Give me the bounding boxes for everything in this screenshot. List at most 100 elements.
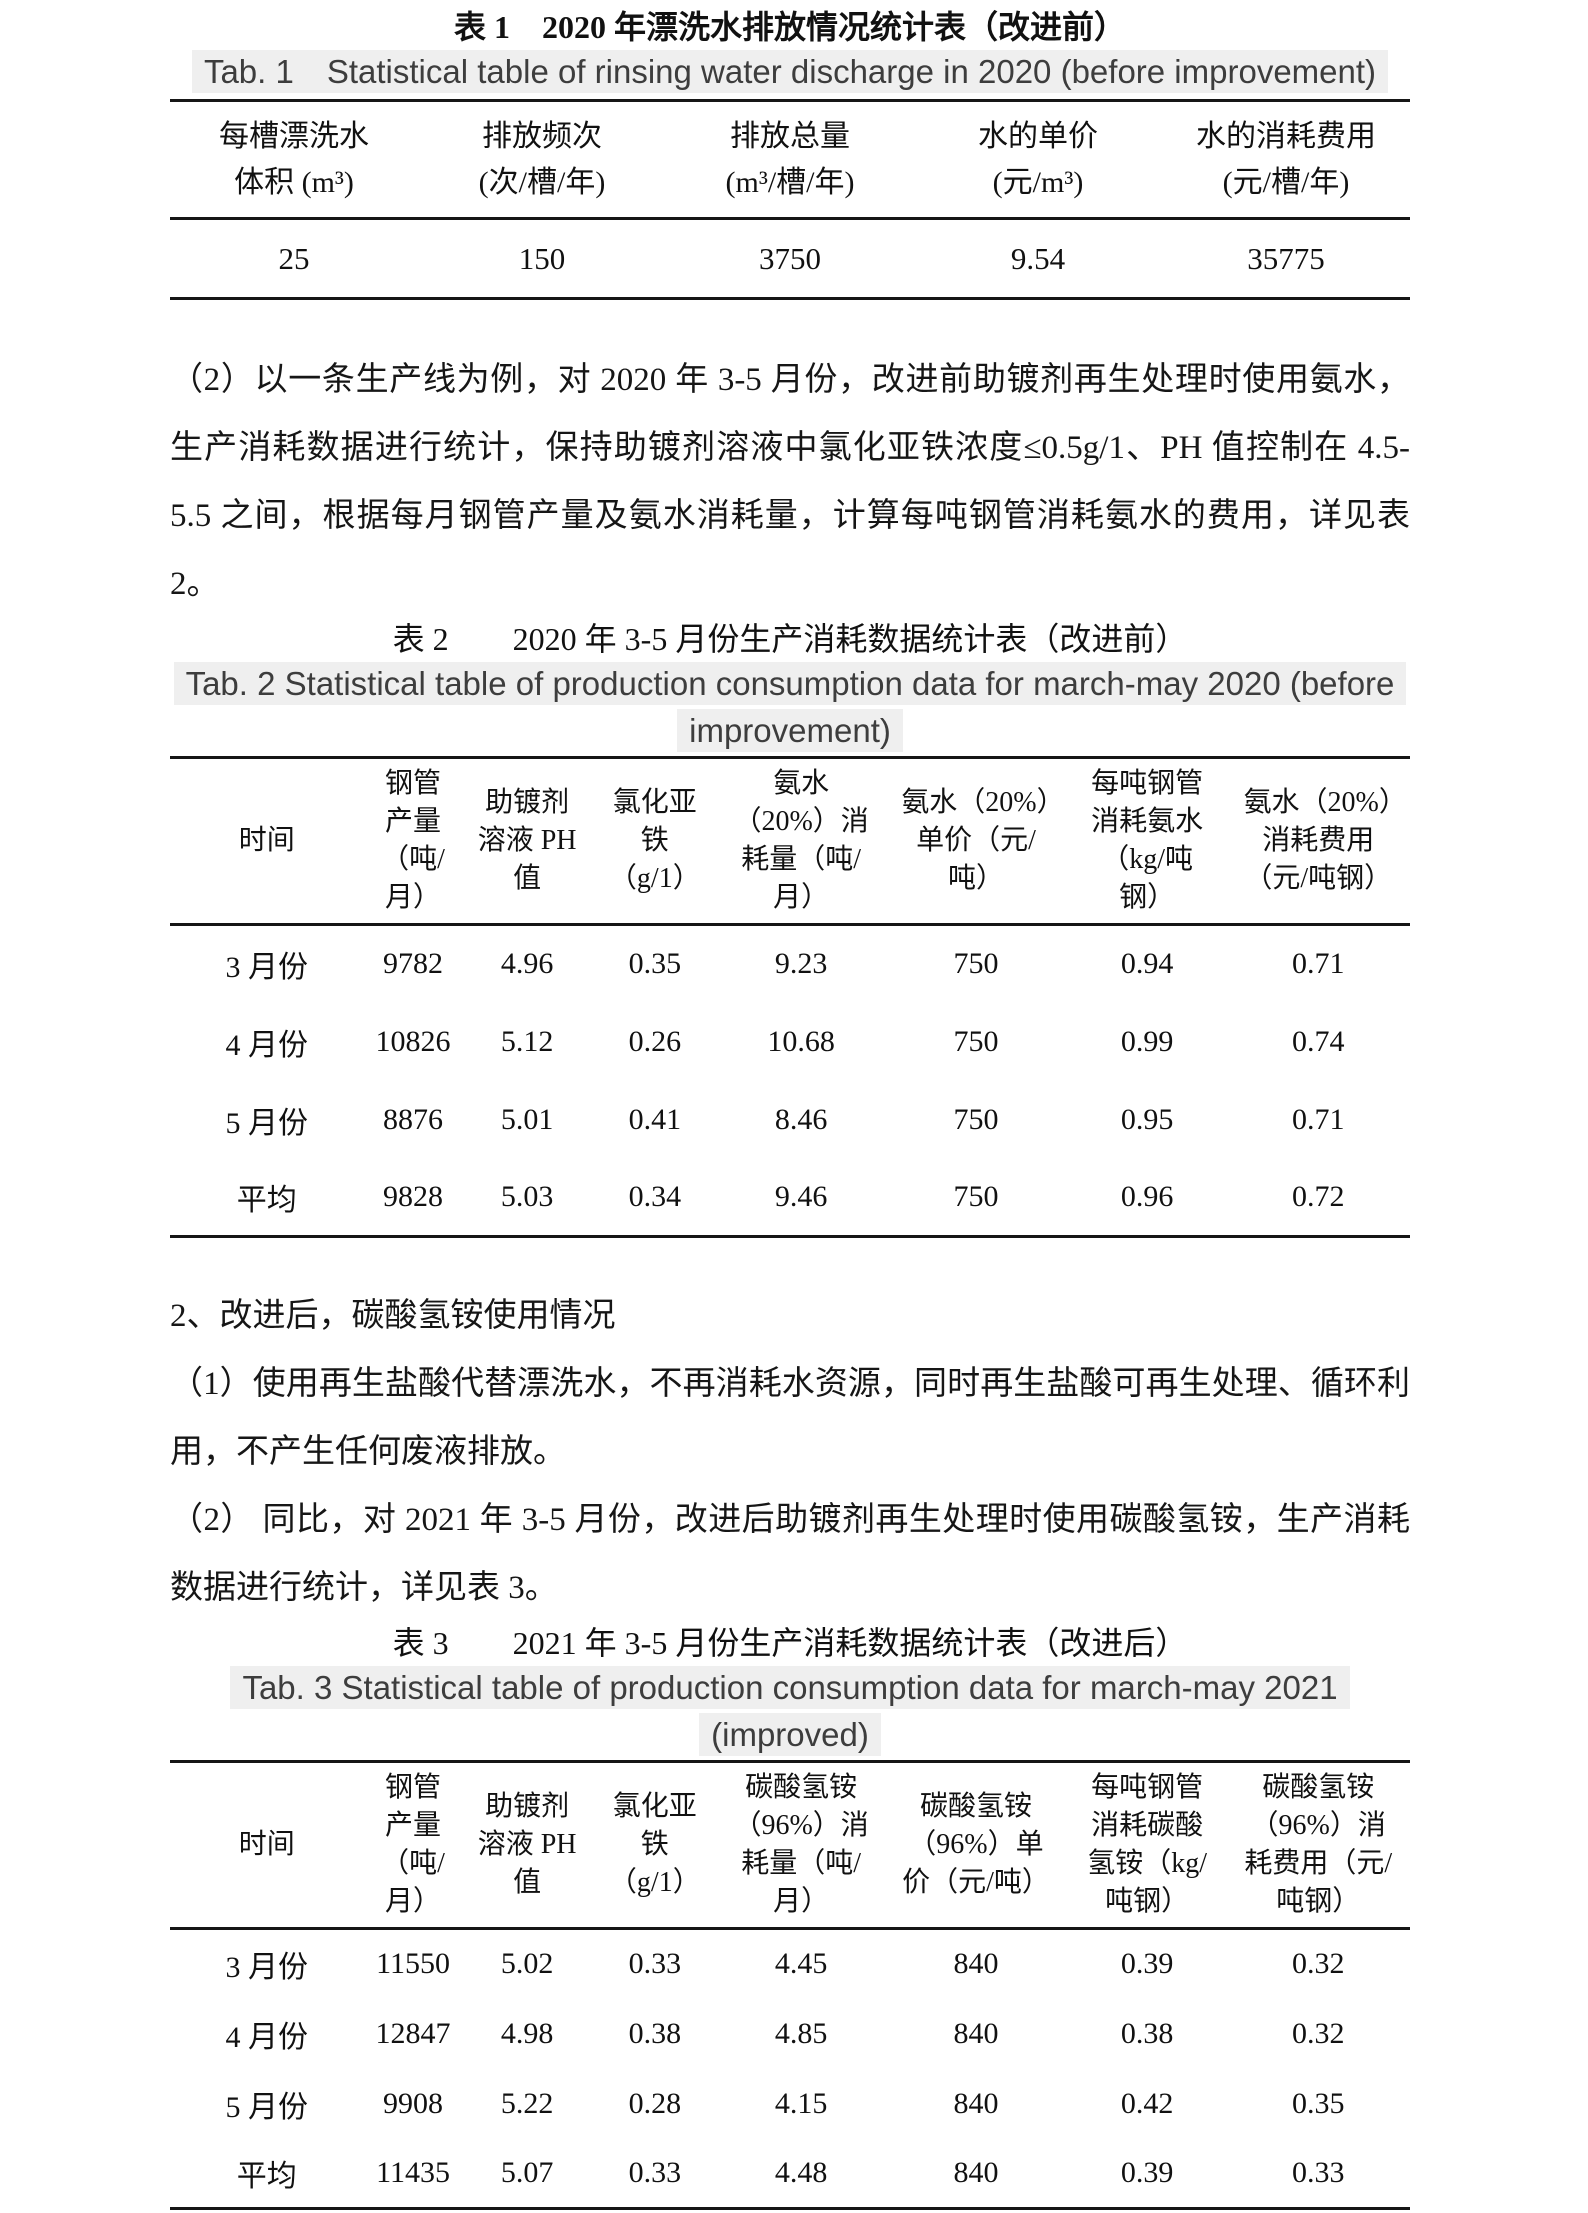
table3-caption-en-line2-text: (improved) [699,1713,881,1756]
data-cell: 0.71 [1291,1102,1345,1136]
table3: 时间 钢管产量（吨/月） 助镀剂溶液 PH 值氯化亚铁（g/1） 碳酸氢铵（96%）消… [170,1760,1410,2210]
data-cell: 0.28 [628,2086,682,2120]
table-row: 平均 9828 5.03 0.34 9.46 750 0.96 0.72 [170,1159,1410,1237]
table-row: 5 月份 9908 5.22 0.28 4.15 840 0.42 0.35 [170,2069,1410,2139]
data-cell: 11550 [376,1947,450,1981]
data-cell: 0.99 [1120,1024,1174,1058]
data-cell: 0.35 [1291,2086,1345,2120]
section-2: 2、改进后，碳酸氢铵使用情况 （1）使用再生盐酸代替漂洗水，不再消耗水资源，同时… [170,1282,1410,1622]
data-cell: 840 [953,2086,999,2120]
table2: 时间 钢管产量（吨/月） 助镀剂溶液 PH 值氯化亚铁（g/1） 氨水（20%）消耗量… [170,756,1410,1238]
data-cell: 0.34 [628,1179,682,1213]
row-label-cell: 25 [278,240,310,276]
data-cell: 9.23 [774,947,828,981]
column-header: 碳酸氢铵（96%）消耗量（吨/月） [733,1772,869,1917]
column-header: 钢管产量（吨/月） [381,1772,445,1917]
data-cell: 0.94 [1120,947,1174,981]
data-cell: 840 [953,2016,999,2050]
table-row: 5 月份 8876 5.01 0.41 8.46 750 0.95 0.71 [170,1081,1410,1159]
table-row: 4 月份 10826 5.12 0.26 10.68 750 0.99 0.74 [170,1003,1410,1081]
row-label-cell: 平均 [236,2159,297,2193]
data-cell: 0.38 [628,2016,682,2050]
data-cell: 0.33 [628,1947,682,1981]
column-header: 氯化亚铁（g/1） [608,787,701,894]
table2-header-row: 时间 钢管产量（吨/月） 助镀剂溶液 PH 值氯化亚铁（g/1） 氨水（20%）消耗量… [170,758,1410,925]
data-cell: 0.74 [1291,1024,1345,1058]
data-cell: 0.33 [1291,2155,1345,2189]
data-cell: 0.96 [1120,1179,1174,1213]
data-cell: 5.01 [500,1102,554,1136]
table2-caption-en-line1: Tab. 2 Statistical table of production c… [170,660,1410,707]
table3-caption-en-line2: (improved) [170,1711,1410,1758]
data-cell: 5.02 [500,1947,554,1981]
table-row: 25 150 3750 9.54 35775 [170,219,1410,299]
column-header: 每吨钢管消耗氨水（kg/吨钢） [1091,768,1204,913]
data-cell: 0.72 [1291,1179,1345,1213]
table-row: 3 月份 11550 5.02 0.33 4.45 840 0.39 0.32 [170,1929,1410,1999]
table3-header: 时间 钢管产量（吨/月） 助镀剂溶液 PH 值氯化亚铁（g/1） 碳酸氢铵（96%）消… [170,1762,1410,1929]
data-cell: 750 [953,947,999,981]
data-cell: 5.12 [500,1024,554,1058]
data-cell: 10826 [375,1024,451,1058]
section-2-heading: 2、改进后，碳酸氢铵使用情况 [170,1298,616,1334]
table1-body: 25 150 3750 9.54 35775 [170,219,1410,299]
data-cell: 10.68 [767,1024,835,1058]
data-cell: 750 [953,1179,999,1213]
data-cell: 4.15 [774,2086,828,2120]
column-header: 排放总量 (m³/槽/年) [725,119,855,199]
table2-caption-en-line2: improvement) [170,707,1410,754]
data-cell: 11435 [376,2155,450,2189]
data-cell: 0.33 [628,2155,682,2189]
paragraph-before-table2: （2）以一条生产线为例，对 2020 年 3-5 月份，改进前助镀剂再生处理时使… [170,362,1410,602]
row-label-cell: 3 月份 [225,951,308,985]
data-cell: 4.48 [774,2155,828,2189]
data-cell: 0.38 [1120,2016,1174,2050]
data-cell: 12847 [375,2016,451,2050]
column-header: 氨水（20%）消耗量（吨/月） [733,768,869,913]
table2-body: 3 月份 9782 4.96 0.35 9.23 750 0.94 0.71 4 月份 10826… [170,925,1410,1237]
column-header: 每槽漂洗水 体积 (m³) [219,119,369,199]
row-label-cell: 3 月份 [225,1951,308,1985]
data-cell: 0.35 [628,947,682,981]
column-header: 碳酸氢铵（96%）消耗费用（元/吨钢） [1244,1772,1393,1917]
table1-caption-en: Tab. 1 Statistical table of rinsing wate… [170,48,1410,95]
data-cell: 0.32 [1291,2016,1345,2050]
data-cell: 5.03 [500,1179,554,1213]
table3-caption-en-line1: Tab. 3 Statistical table of production c… [170,1664,1410,1711]
section-2-para-2: （2） 同比，对 2021 年 3-5 月份，改进后助镀剂再生处理时使用碳酸氢铵… [170,1502,1410,1606]
column-header: 氯化亚铁（g/1） [608,1791,701,1898]
data-cell: 4.98 [500,2016,554,2050]
table3-header-row: 时间 钢管产量（吨/月） 助镀剂溶液 PH 值氯化亚铁（g/1） 碳酸氢铵（96%）消… [170,1762,1410,1929]
table3-body: 3 月份 11550 5.02 0.33 4.45 840 0.39 0.32 4 月份 1284… [170,1929,1410,2209]
section-2-para-1: （1）使用再生盐酸代替漂洗水，不再消耗水资源，同时再生盐酸可再生处理、循环利用，… [170,1366,1410,1470]
table1-header: 每槽漂洗水 体积 (m³) 排放频次 (次/槽/年) 排放总量 (m³/槽/年) 水的… [170,101,1410,219]
data-cell: 8876 [383,1102,444,1136]
table2-header: 时间 钢管产量（吨/月） 助镀剂溶液 PH 值氯化亚铁（g/1） 氨水（20%）消耗量… [170,758,1410,925]
data-cell: 9908 [383,2086,444,2120]
column-header: 助镀剂溶液 PH 值 [477,787,577,894]
row-label-cell: 5 月份 [225,1106,308,1140]
column-header: 水的消耗费用 (元/槽/年) [1196,119,1376,199]
column-header: 助镀剂溶液 PH 值 [477,1791,577,1898]
data-cell: 9782 [383,947,444,981]
row-label-cell: 4 月份 [225,1028,308,1062]
table1-caption-zh: 表 1 2020 年漂洗水排放情况统计表（改进前） [453,9,1126,45]
data-cell: 0.41 [628,1102,682,1136]
row-label-cell: 平均 [236,1183,297,1217]
data-cell: 750 [953,1024,999,1058]
data-cell: 0.32 [1291,1947,1345,1981]
data-cell: 5.22 [500,2086,554,2120]
column-header: 碳酸氢铵（96%）单价（元/吨） [902,1791,1050,1898]
row-label-cell: 4 月份 [225,2020,308,2054]
data-cell: 750 [953,1102,999,1136]
data-cell: 35775 [1247,240,1325,276]
table-row: 4 月份 12847 4.98 0.38 4.85 840 0.38 0.32 [170,1999,1410,2069]
table2-caption-en-line2-text: improvement) [677,709,903,752]
table1-header-row: 每槽漂洗水 体积 (m³) 排放频次 (次/槽/年) 排放总量 (m³/槽/年) 水的… [170,101,1410,219]
table-row: 3 月份 9782 4.96 0.35 9.23 750 0.94 0.71 [170,925,1410,1003]
data-cell: 9.46 [774,1179,828,1213]
data-cell: 840 [953,1947,999,1981]
column-header: 排放频次 (次/槽/年) [478,119,606,199]
data-cell: 0.95 [1120,1102,1174,1136]
